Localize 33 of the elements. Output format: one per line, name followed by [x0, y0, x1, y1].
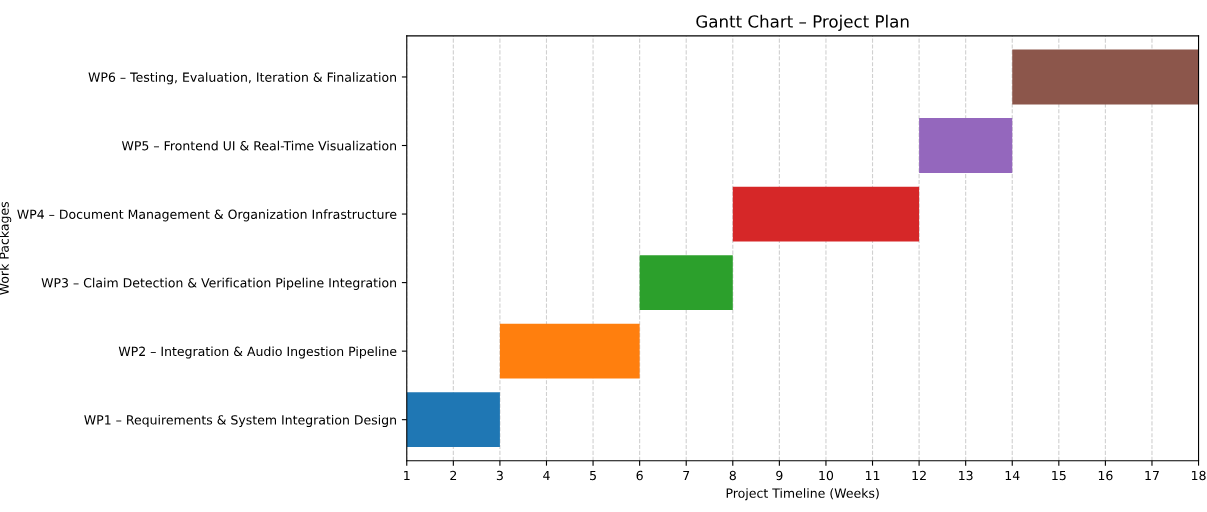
- bar: [732, 186, 920, 242]
- y-tick-label: WP6 – Testing, Evaluation, Iteration & Finalization: [88, 72, 396, 85]
- x-tick-label: 17: [1145, 470, 1159, 481]
- x-tick-label: 12: [912, 470, 926, 481]
- y-axis-title: Work Packages: [0, 201, 12, 295]
- bar: [499, 323, 640, 379]
- x-tick-label: 11: [865, 470, 880, 481]
- x-tick-label: 9: [776, 470, 783, 481]
- x-tick-label: 1: [404, 470, 410, 481]
- x-tick-label: 10: [819, 470, 834, 481]
- y-tick-label: WP3 – Claim Detection & Verification Pipeline Integration: [41, 277, 396, 290]
- chart-title: Gantt Chart – Project Plan: [696, 14, 909, 31]
- y-tick-label: WP5 – Frontend UI & Real-Time Visualization: [121, 140, 396, 151]
- bar: [406, 392, 500, 448]
- y-tick-label: WP2 – Integration & Audio Ingestion Pipeline: [118, 346, 397, 359]
- x-tick-label: 15: [1052, 470, 1066, 481]
- x-tick-label: 7: [683, 470, 690, 481]
- x-tick-label: 8: [729, 470, 736, 481]
- x-tick-label: 13: [959, 470, 973, 481]
- x-tick-label: 2: [450, 470, 457, 481]
- x-tick-label: 16: [1098, 470, 1113, 481]
- y-tick-label: WP1 – Requirements & System Integration Design: [84, 414, 396, 428]
- y-tick-label: WP4 – Document Management & Organization Infrastructure: [17, 209, 397, 222]
- bar: [919, 118, 1013, 173]
- x-tick-label: 5: [590, 470, 596, 481]
- bar: [1012, 49, 1199, 105]
- x-tick-label: 6: [636, 470, 643, 481]
- x-axis-title: Project Timeline (Weeks): [726, 488, 879, 501]
- x-tick-label: 3: [496, 470, 503, 481]
- x-tick-label: 18: [1191, 470, 1206, 481]
- x-tick-label: 4: [543, 470, 550, 481]
- x-tick-label: 14: [1005, 470, 1020, 481]
- bar: [639, 255, 733, 311]
